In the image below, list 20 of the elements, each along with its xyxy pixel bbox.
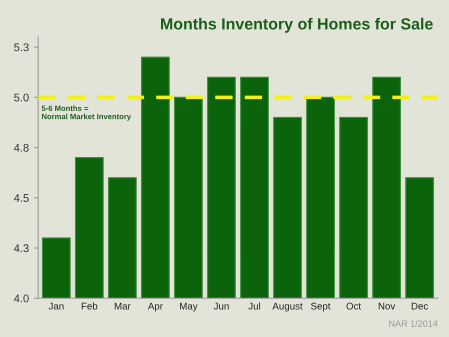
x-tick-label: Jul bbox=[248, 302, 260, 310]
x-tick-label: Sept bbox=[310, 302, 330, 312]
x-tick-label: Jan bbox=[48, 302, 64, 310]
x-tick-label: Jun bbox=[214, 302, 229, 310]
y-tick-label: 5.3 bbox=[14, 43, 29, 52]
x-tick-label: Feb bbox=[82, 302, 98, 310]
x-tick-label: Mar bbox=[114, 302, 131, 310]
y-tick-label: 4.5 bbox=[14, 194, 29, 202]
y-tick-label: 5.0 bbox=[14, 94, 29, 102]
x-tick-label: Oct bbox=[346, 302, 362, 310]
x-tick-label: May bbox=[180, 302, 198, 312]
y-tick-label: 4.0 bbox=[14, 294, 29, 302]
y-tick-label: 4.3 bbox=[14, 244, 29, 252]
text: NAR 1/2014 bbox=[389, 320, 438, 327]
x-tick-label: Apr bbox=[148, 302, 163, 312]
chart-title: Months Inventory of Homes for Sale bbox=[161, 18, 433, 33]
x-tick-label: Dec bbox=[412, 302, 428, 310]
x-tick-label: August bbox=[272, 302, 303, 312]
x-tick-label: Nov bbox=[378, 302, 396, 310]
y-tick-label: 4.8 bbox=[14, 144, 29, 152]
